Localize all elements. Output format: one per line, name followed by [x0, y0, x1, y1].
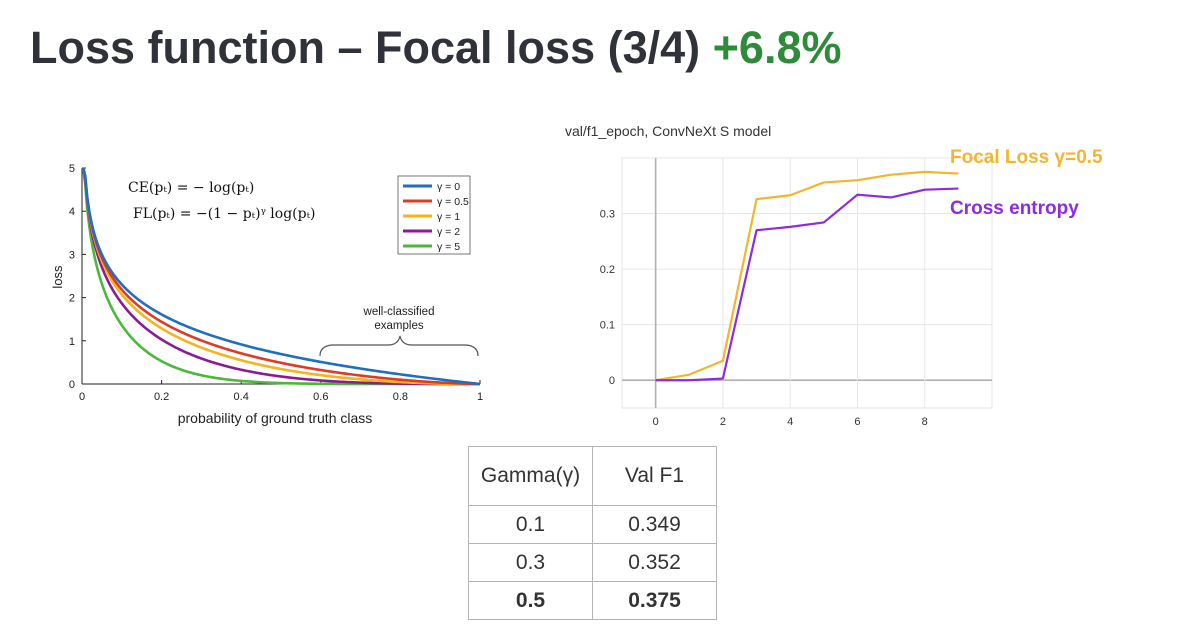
- cross-entropy-line: [655, 187, 959, 382]
- x-tick-label: 2: [720, 416, 726, 428]
- val-f1-cell: 0.352: [592, 543, 717, 582]
- table-row: 0.1 0.349: [468, 505, 717, 544]
- annotation-line-2: examples: [374, 320, 423, 332]
- gamma-results-table: Gamma(γ) Val F1 0.1 0.349 0.3 0.352 0.5 …: [468, 446, 717, 620]
- val-f1-cell: 0.349: [592, 505, 717, 544]
- x-tick-label: 0: [653, 416, 659, 428]
- legend-label: γ = 2: [437, 226, 460, 238]
- header-val-f1: Val F1: [592, 446, 717, 506]
- slide-title: Loss function – Focal loss (3/4) +6.8%: [30, 22, 842, 74]
- x-tick-label: 6: [854, 416, 860, 428]
- fl-formula: FL(pₜ) = −(1 − pₜ)ᵞ log(pₜ): [133, 206, 316, 222]
- focal-loss-curves-chart: 0 1 2 3 4 5 0 0.2 0.4 0.6 0.8 1 CE(pₜ) = − log(pₜ)…: [50, 163, 483, 426]
- y-tick-label: 5: [69, 163, 75, 175]
- well-classified-brace: [319, 335, 479, 357]
- y-tick-label: 1: [69, 336, 75, 348]
- legend-cross-entropy: Cross entropy: [950, 198, 1079, 219]
- x-tick-label: 4: [787, 416, 793, 428]
- x-tick-label: 0: [79, 391, 85, 403]
- val-f1-epoch-chart: val/f1_epoch, ConvNeXt S model 0 0.1 0.2 0.…: [565, 123, 1103, 428]
- plot-area: [621, 157, 993, 409]
- legend-label: γ = 5: [437, 241, 460, 253]
- x-tick-label: 0.6: [313, 391, 328, 403]
- legend-label: γ = 1: [437, 211, 460, 223]
- y-axis-label: loss: [50, 265, 65, 289]
- y-tick-label: 4: [69, 206, 75, 218]
- y-tick-label: 0: [69, 379, 75, 391]
- table-row: 0.3 0.352: [468, 543, 717, 582]
- gamma-cell: 0.5: [468, 581, 593, 620]
- legend-label: γ = 0: [437, 181, 460, 193]
- gamma-cell: 0.1: [468, 505, 593, 544]
- x-axis-label: probability of ground truth class: [178, 410, 373, 426]
- x-tick-label: 0.4: [234, 391, 249, 403]
- title-gain: +6.8%: [712, 22, 842, 73]
- table-header-row: Gamma(γ) Val F1: [468, 446, 717, 506]
- loss-curve-gamma-0-5: [81, 167, 481, 386]
- focal-loss-line: [655, 170, 959, 382]
- legend-label: γ = 0.5: [437, 196, 469, 208]
- loss-curve-gamma-0: [81, 167, 481, 386]
- table-row-best: 0.5 0.375: [468, 581, 717, 620]
- ce-formula: CE(pₜ) = − log(pₜ): [128, 180, 254, 196]
- header-gamma: Gamma(γ): [468, 446, 593, 506]
- x-tick-label: 8: [922, 416, 928, 428]
- y-tick-label: 0.3: [600, 209, 615, 221]
- x-tick-label: 0.8: [393, 391, 408, 403]
- y-tick-label: 0.2: [600, 264, 615, 276]
- loss-curve-gamma-1: [81, 167, 480, 386]
- x-tick-label: 0.2: [154, 391, 169, 403]
- chart-title: val/f1_epoch, ConvNeXt S model: [565, 123, 771, 139]
- y-tick-label: 0.1: [600, 320, 615, 332]
- legend-focal-loss: Focal Loss γ=0.5: [950, 147, 1103, 168]
- y-tick-label: 2: [69, 293, 75, 305]
- val-f1-cell: 0.375: [592, 581, 717, 620]
- annotation-line-1: well-classified: [363, 306, 435, 318]
- title-main: Loss function – Focal loss (3/4): [30, 22, 701, 73]
- y-tick-label: 0: [609, 375, 615, 387]
- x-tick-label: 1: [477, 391, 483, 403]
- gamma-cell: 0.3: [468, 543, 593, 582]
- y-tick-label: 3: [69, 249, 75, 261]
